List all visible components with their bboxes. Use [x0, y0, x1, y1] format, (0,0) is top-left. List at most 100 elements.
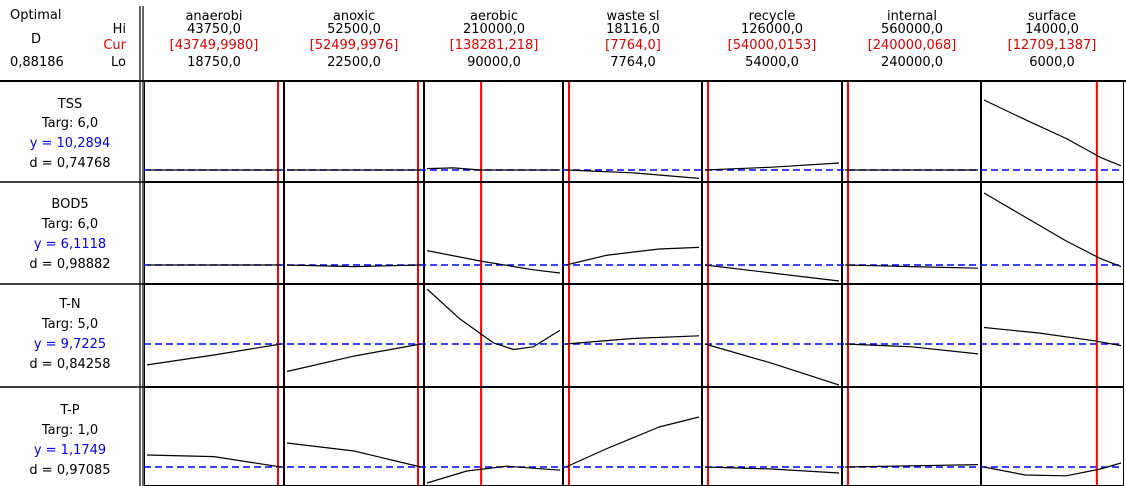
response-curve [844, 264, 979, 269]
column-name: internal [887, 9, 937, 24]
plot-cell [563, 284, 702, 387]
plot-cell [702, 387, 842, 486]
response-curve [565, 335, 700, 345]
hi-label: Hi [112, 22, 126, 37]
row-name: BOD5 [51, 197, 89, 212]
cur-label: Cur [103, 38, 126, 53]
plot-cell [424, 387, 563, 486]
response-curve [704, 264, 840, 282]
row-y-value: y = 1,1749 [33, 443, 107, 458]
row-target: Targ: 6,0 [41, 217, 99, 232]
response-curve [426, 465, 561, 484]
response-curve [704, 343, 840, 386]
plot-cell [144, 387, 284, 486]
row-name: T-N [59, 297, 81, 312]
column-name: surface [1027, 9, 1077, 24]
column-hi: 14000,0 [1025, 22, 1079, 37]
column-cur: [52499,9976] [309, 38, 399, 53]
column-lo: 6000,0 [1029, 55, 1075, 70]
column-hi: 52500,0 [327, 22, 381, 37]
column-name: waste sl [606, 9, 660, 24]
plot-cell [424, 284, 563, 387]
column-cur: [138281,218] [449, 38, 539, 53]
plot-cell [702, 284, 842, 387]
response-curve [146, 343, 282, 366]
plot-cell [842, 284, 981, 387]
row-name: TSS [57, 97, 83, 112]
plot-cell [144, 182, 284, 284]
plot-cell [144, 81, 284, 182]
row-d-value: d = 0,74768 [29, 156, 111, 171]
column-hi: 43750,0 [187, 22, 241, 37]
column-lo: 90000,0 [467, 55, 521, 70]
row-y-value: y = 6,1118 [33, 237, 107, 252]
column-lo: 240000,0 [880, 55, 944, 70]
plot-cell [563, 81, 702, 182]
plot-cell [981, 284, 1124, 387]
plot-cell [842, 182, 981, 284]
d-label: D [30, 32, 41, 47]
column-hi: 560000,0 [880, 22, 944, 37]
plot-cell [563, 182, 702, 284]
row-name: T-P [60, 403, 80, 418]
row-d-value: d = 0,97085 [29, 463, 111, 478]
row-d-value: d = 0,84258 [29, 357, 111, 372]
row-y-value: y = 9,7225 [33, 337, 107, 352]
column-lo: 22500,0 [327, 55, 381, 70]
row-target: Targ: 5,0 [41, 317, 99, 332]
column-hi: 126000,0 [740, 22, 804, 37]
response-curve [983, 192, 1122, 268]
plot-cell [842, 387, 981, 486]
response-curve [426, 250, 561, 274]
plot-cell [981, 81, 1124, 182]
optimal-label: Optimal [10, 8, 62, 23]
response-curve [286, 343, 422, 373]
plot-cell [702, 81, 842, 182]
response-curve [983, 326, 1122, 347]
column-cur: [43749,9980] [169, 38, 259, 53]
row-y-value: y = 10,2894 [29, 136, 111, 151]
response-curve [704, 466, 840, 474]
response-curve [146, 454, 282, 468]
plot-cell [284, 284, 424, 387]
plot-cell [702, 182, 842, 284]
column-cur: [7764,0] [605, 38, 661, 53]
response-curve [426, 167, 560, 171]
column-hi: 18116,0 [606, 22, 660, 37]
plot-cell [563, 387, 702, 486]
plot-cell [284, 387, 424, 486]
plot-cell [424, 81, 563, 182]
column-lo: 7764,0 [610, 55, 656, 70]
row-target: Targ: 6,0 [41, 116, 99, 131]
column-cur: [12709,1387] [1007, 38, 1097, 53]
plot-cell [424, 182, 563, 284]
response-curve [704, 162, 840, 171]
response-curve [426, 288, 561, 351]
response-curve [286, 264, 422, 268]
column-cur: [240000,068] [867, 38, 957, 53]
response-curve [565, 246, 700, 266]
plot-cell [144, 284, 284, 387]
column-hi: 210000,0 [462, 22, 526, 37]
column-name: aerobic [470, 9, 518, 24]
response-curve [983, 99, 1122, 167]
column-name: anaerobi [185, 9, 243, 24]
column-lo: 54000,0 [745, 55, 799, 70]
column-name: recycle [748, 9, 796, 24]
row-d-value: d = 0,98882 [29, 257, 111, 272]
column-name: anoxic [332, 9, 376, 24]
lo-label: Lo [111, 55, 126, 70]
column-cur: [54000,0153] [727, 38, 817, 53]
plot-cell [842, 81, 981, 182]
response-curve [565, 416, 700, 468]
response-curve [286, 442, 422, 468]
response-curve [983, 462, 1122, 477]
plot-cell [981, 182, 1124, 284]
plot-cell [284, 81, 424, 182]
d-value: 0,88186 [10, 55, 64, 70]
response-curve [844, 343, 979, 355]
row-target: Targ: 1,0 [41, 423, 99, 438]
response-curve [844, 464, 979, 468]
